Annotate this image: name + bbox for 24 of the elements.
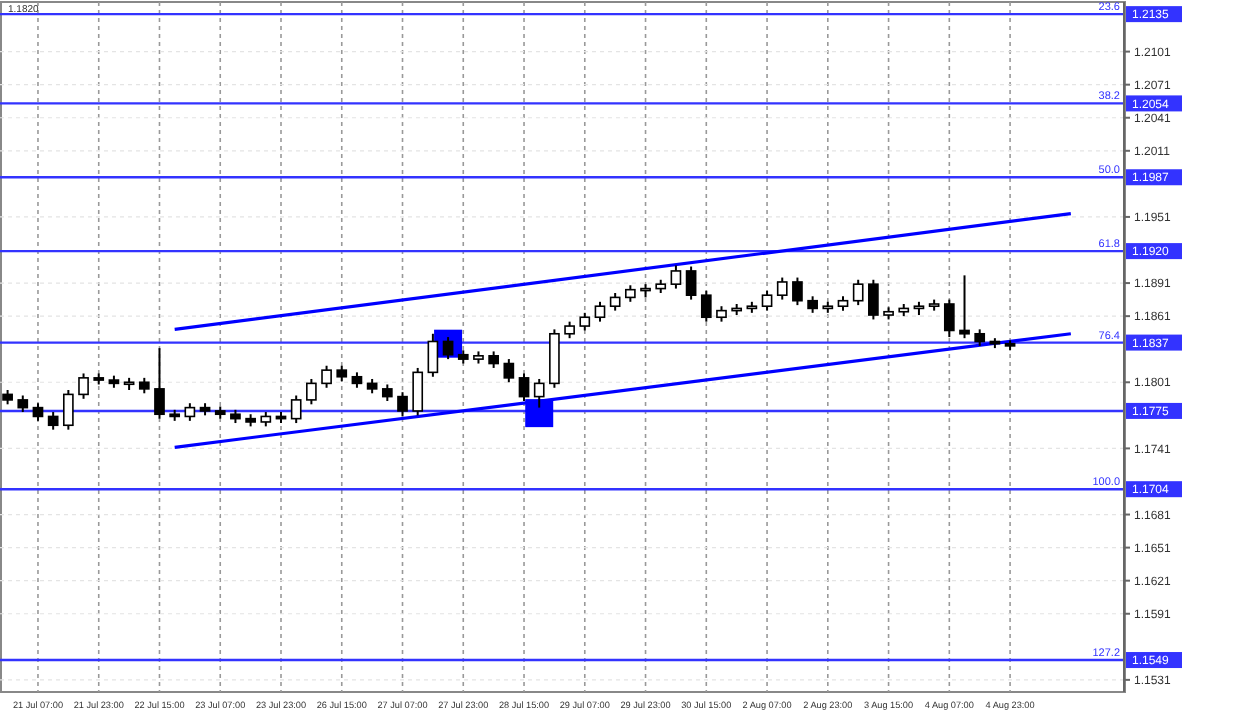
candlestick (306, 377, 317, 406)
candlestick (943, 298, 955, 339)
candlestick (776, 276, 788, 301)
candlestick (503, 358, 515, 384)
candlestick (700, 289, 712, 323)
candlestick (427, 332, 439, 378)
candlestick (868, 278, 879, 321)
candlestick (154, 347, 165, 420)
candlestick (290, 394, 302, 425)
candlestick (685, 265, 697, 301)
candlestick (792, 276, 803, 307)
candlestick (518, 372, 530, 403)
candlestick (62, 388, 74, 431)
candlestick (397, 391, 408, 418)
candlestick (78, 372, 89, 400)
candlestick (442, 336, 454, 361)
candlestick (959, 274, 970, 340)
candlestick (852, 278, 864, 307)
candlestick (761, 289, 773, 312)
candlestick (321, 364, 332, 389)
candlestick (412, 366, 424, 417)
candlestick (670, 264, 682, 290)
candlestick (533, 377, 545, 409)
candlestick (594, 300, 606, 323)
